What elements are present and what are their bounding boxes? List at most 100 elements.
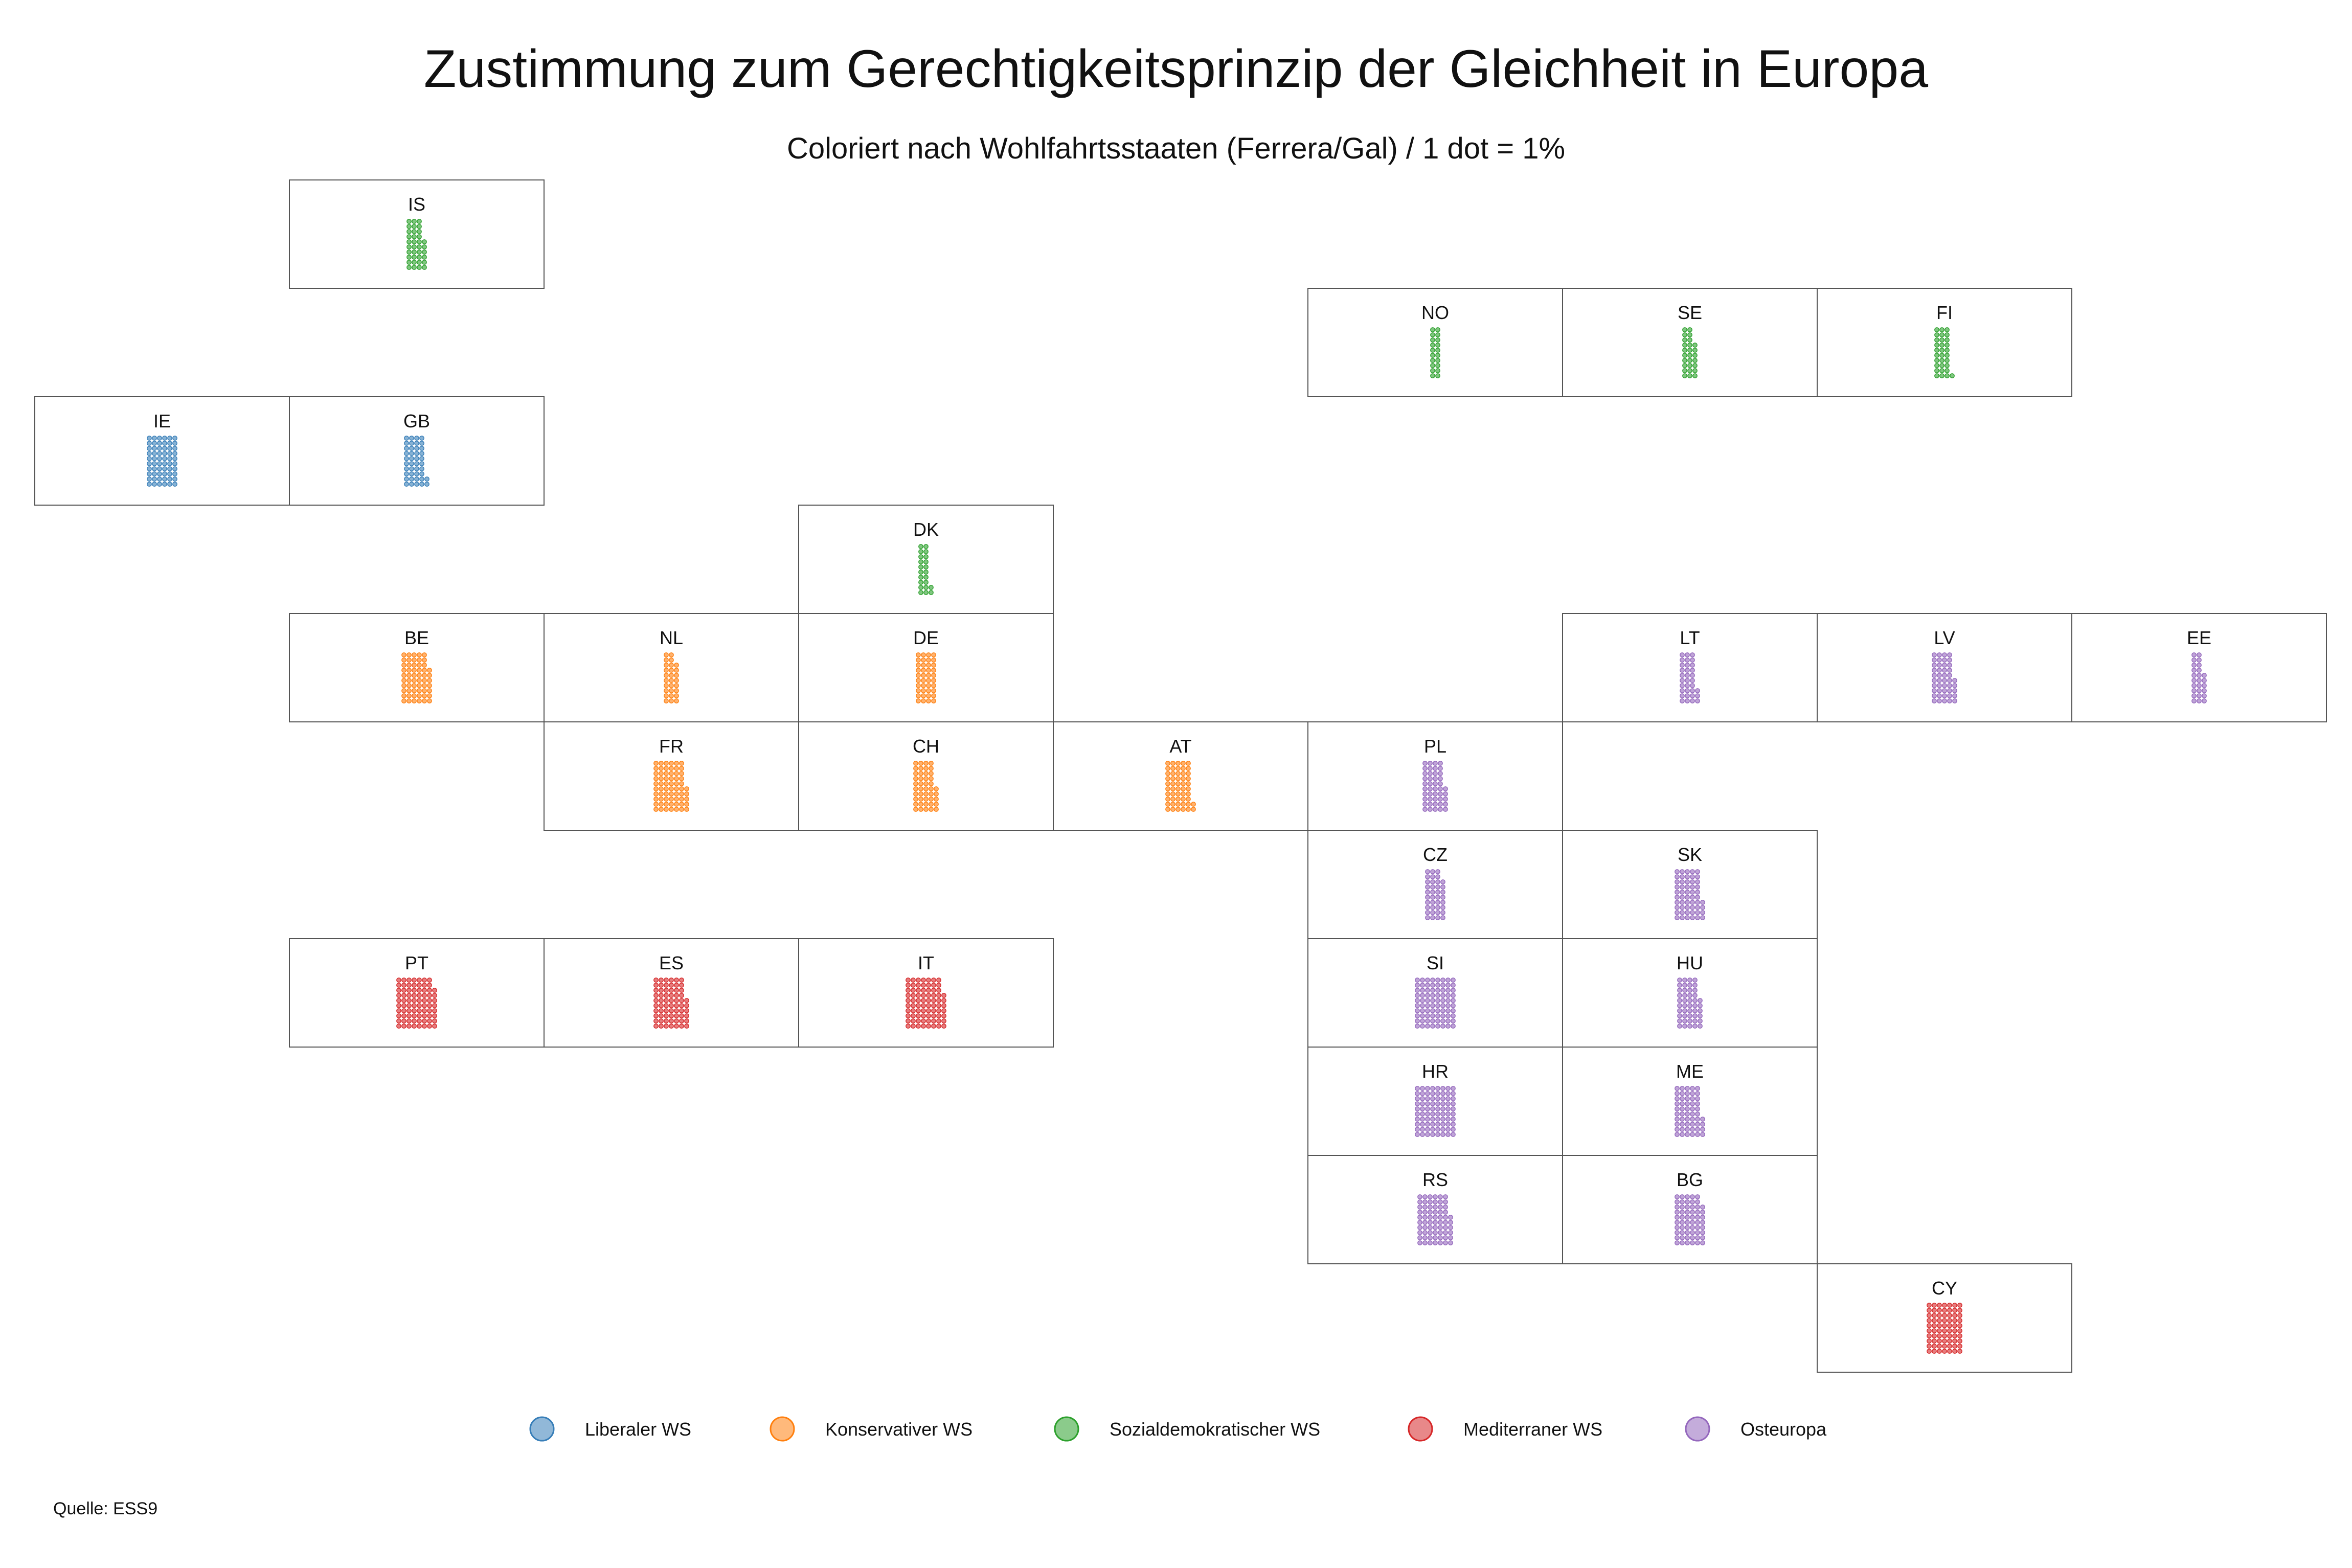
- waffle-dot: [1680, 1220, 1685, 1225]
- tile-frame: [34, 396, 290, 506]
- waffle-dot: [921, 1013, 926, 1018]
- waffle-dot: [1186, 781, 1191, 786]
- waffle-dot: [412, 978, 417, 983]
- waffle-dot: [1927, 1313, 1932, 1318]
- waffle-dot: [1700, 1132, 1705, 1137]
- waffle-dot: [1420, 983, 1425, 988]
- waffle-dot: [1695, 1194, 1700, 1199]
- waffle-dot: [1430, 348, 1435, 353]
- waffle-dot: [1415, 993, 1420, 998]
- waffle-dot: [1937, 1328, 1942, 1333]
- waffle-dot: [921, 673, 926, 678]
- waffle-dot: [1952, 1349, 1957, 1354]
- waffle-dot: [1435, 1008, 1440, 1013]
- waffle-dot: [1934, 343, 1939, 348]
- waffle-dot: [653, 998, 659, 1003]
- waffle-me: [1675, 1086, 1705, 1137]
- waffle-dot: [1698, 1008, 1703, 1013]
- waffle-dot: [1425, 874, 1430, 879]
- waffle-dot: [396, 998, 401, 1003]
- waffle-dot: [1430, 1111, 1435, 1117]
- waffle-dot: [936, 993, 941, 998]
- country-code-label: NL: [660, 627, 683, 648]
- waffle-dot: [1685, 1225, 1690, 1230]
- waffle-dot: [669, 781, 674, 786]
- waffle-dot: [653, 1018, 659, 1024]
- waffle-dot: [1415, 1091, 1420, 1096]
- waffle-dot: [916, 668, 921, 673]
- waffle-dot: [1165, 761, 1170, 766]
- waffle-dot: [1947, 688, 1952, 693]
- waffle-dot: [1435, 1003, 1440, 1008]
- waffle-dot: [422, 998, 427, 1003]
- country-tile-se: SE: [1562, 288, 1818, 397]
- waffle-dot: [923, 559, 929, 564]
- waffle-dot: [1695, 698, 1700, 703]
- waffle-dot: [1690, 698, 1695, 703]
- waffle-dot: [1420, 1096, 1425, 1101]
- waffle-dot: [152, 471, 157, 476]
- country-tile-be: BE: [289, 613, 545, 722]
- country-tile-cy: CY: [1817, 1263, 2072, 1373]
- waffle-dot: [916, 1018, 921, 1024]
- waffle-dot: [1165, 781, 1170, 786]
- country-tile-it: IT: [798, 938, 1054, 1048]
- waffle-dot: [1695, 1086, 1700, 1091]
- tile-frame: [1053, 721, 1308, 831]
- waffle-dot: [1947, 1308, 1952, 1313]
- waffle-dot: [1692, 1003, 1698, 1008]
- waffle-dot: [931, 988, 936, 993]
- waffle-dot: [1957, 1303, 1962, 1308]
- waffle-dot: [1430, 1013, 1435, 1018]
- waffle-dot: [1433, 807, 1438, 812]
- waffle-dot: [1957, 1349, 1962, 1354]
- waffle-dot: [926, 683, 931, 688]
- waffle-dot: [911, 1003, 916, 1008]
- waffle-dot: [2197, 663, 2202, 668]
- waffle-dot: [1415, 1122, 1420, 1127]
- waffle-dot: [1927, 1349, 1932, 1354]
- waffle-dot: [941, 993, 946, 998]
- waffle-dot: [923, 580, 929, 585]
- waffle-dot: [162, 446, 167, 451]
- waffle-dot: [1690, 673, 1695, 678]
- waffle-dot: [1175, 791, 1181, 797]
- waffle-dot: [1415, 978, 1420, 983]
- waffle-dot: [1430, 332, 1435, 337]
- waffle-dot: [2191, 657, 2197, 663]
- waffle-dot: [1430, 890, 1435, 895]
- waffle-dot: [1165, 807, 1170, 812]
- country-code-label: HU: [1677, 952, 1703, 973]
- waffle-dot: [916, 998, 921, 1003]
- waffle-dot: [1942, 1308, 1947, 1313]
- waffle-dot: [172, 471, 177, 476]
- waffle-dot: [918, 554, 923, 559]
- waffle-dot: [157, 456, 162, 461]
- country-code-label: BG: [1677, 1169, 1703, 1190]
- waffle-dot: [1675, 1210, 1680, 1215]
- waffle-dot: [1422, 1225, 1428, 1230]
- waffle-dot: [401, 693, 406, 698]
- waffle-dot: [172, 456, 177, 461]
- waffle-dot: [1440, 895, 1445, 900]
- waffle-dot: [1927, 1303, 1932, 1308]
- waffle-dot: [422, 1003, 427, 1008]
- waffle-dot: [1675, 1132, 1680, 1137]
- waffle-dot: [1685, 905, 1690, 910]
- waffle-dot: [1438, 791, 1443, 797]
- waffle-dot: [1175, 776, 1181, 781]
- waffle-dot: [1675, 1194, 1680, 1199]
- waffle-dot: [921, 1024, 926, 1029]
- waffle-dot: [1690, 678, 1695, 683]
- country-code-label: DK: [913, 519, 939, 540]
- waffle-dot: [669, 786, 674, 791]
- waffle-dot: [401, 663, 406, 668]
- waffle-dot: [1438, 1215, 1443, 1220]
- waffle-dot: [1695, 879, 1700, 884]
- waffle-dot: [674, 781, 679, 786]
- waffle-dot: [931, 983, 936, 988]
- waffle-dot: [1433, 781, 1438, 786]
- waffle-dot: [1692, 368, 1698, 373]
- waffle-dot: [2202, 688, 2207, 693]
- waffle-dot: [152, 461, 157, 466]
